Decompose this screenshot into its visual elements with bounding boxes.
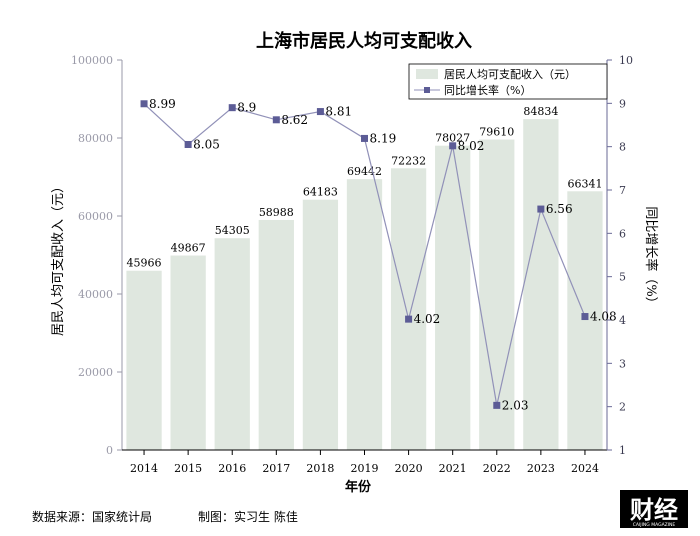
legend-bar-swatch <box>416 69 438 79</box>
bar-2015 <box>170 255 206 450</box>
legend-line-label: 同比增长率（%） <box>444 83 531 97</box>
y2-tick-label-3: 3 <box>619 357 626 370</box>
logo-text: 财经 <box>630 496 678 524</box>
bar-value-label-2022: 79610 <box>479 126 514 139</box>
y-tick-label-60000: 60000 <box>78 210 113 223</box>
y-tick-label-100000: 100000 <box>71 54 113 67</box>
bar-value-label-2014: 45966 <box>127 257 162 270</box>
chart-title: 上海市居民人均可支配收入 <box>256 30 472 52</box>
x-tick-label-2017: 2017 <box>262 462 290 475</box>
bars-layer: 45966 49867 54305 58988 64183 69442 72232 78027… <box>126 105 603 451</box>
x-tick-label-2019: 2019 <box>351 462 379 475</box>
bar-2019 <box>346 179 383 450</box>
y2-tick-label-1: 1 <box>619 444 626 457</box>
legend-box <box>408 63 608 100</box>
logo-subtext: CAIJING MAGAZINE <box>633 522 676 528</box>
growth-value-label-2017: 8.62 <box>281 113 308 127</box>
line-layer: 8.99 8.05 8.9 8.62 8.81 8.19 4.02 8.02 2.03 6.56 4… <box>140 97 617 412</box>
caijing-logo: 财经 CAIJING MAGAZINE <box>620 490 688 528</box>
logo-background <box>620 490 688 528</box>
y-tick-label-20000: 20000 <box>78 366 113 379</box>
growth-value-label-2020: 4.02 <box>414 312 441 326</box>
legend-bar-label: 居民人均可支配收入（元） <box>444 67 576 81</box>
y2-tick-label-10: 10 <box>619 54 633 67</box>
bar-2023 <box>523 119 559 450</box>
growth-point-2014 <box>140 100 148 108</box>
x-axis-title: 年份 <box>345 479 372 495</box>
bar-value-label-2023: 84834 <box>523 105 558 118</box>
growth-point-2022 <box>493 401 501 409</box>
x-tick-label-2018: 2018 <box>306 462 334 475</box>
bar-2020 <box>390 168 427 450</box>
growth-point-2020 <box>405 315 413 323</box>
y2-tick-label-8: 8 <box>619 141 626 154</box>
bar-2014 <box>126 270 162 450</box>
x-tick-label-2022: 2022 <box>483 462 511 475</box>
x-tick-label-2014: 2014 <box>130 462 158 475</box>
bar-value-label-2020: 72232 <box>391 154 426 167</box>
growth-point-2018 <box>316 108 324 116</box>
bar-value-label-2016: 54305 <box>215 224 250 237</box>
y2-tick-label-7: 7 <box>619 184 626 197</box>
bar-2021 <box>435 145 471 450</box>
bar-2016 <box>214 238 250 450</box>
y-tick-label-80000: 80000 <box>78 132 113 145</box>
x-tick-label-2020: 2020 <box>395 462 423 475</box>
growth-value-label-2016: 8.9 <box>237 101 256 115</box>
bar-value-label-2024: 66341 <box>567 177 602 190</box>
growth-point-2016 <box>228 104 236 112</box>
growth-value-label-2018: 8.81 <box>325 105 352 119</box>
x-tick-label-2023: 2023 <box>527 462 555 475</box>
growth-point-2019 <box>361 134 368 142</box>
growth-point-2015 <box>184 141 192 148</box>
x-tick-label-2021: 2021 <box>439 462 467 475</box>
growth-value-label-2021: 8.02 <box>458 139 485 153</box>
source-note: 数据来源：国家统计局 <box>32 509 152 524</box>
y2-tick-label-4: 4 <box>619 314 626 327</box>
x-tick-label-2024: 2024 <box>571 462 599 475</box>
growth-point-2021 <box>449 142 457 150</box>
growth-point-2023 <box>537 205 545 213</box>
y2-axis-title: 同比增长率（%） <box>643 206 659 309</box>
growth-value-label-2024: 4.08 <box>590 310 617 324</box>
credit-note: 制图：实习生 陈佳 <box>198 509 298 524</box>
growth-value-label-2014: 8.99 <box>149 97 176 111</box>
x-tick-label-2015: 2015 <box>174 462 202 475</box>
y2-tick-label-9: 9 <box>619 97 626 110</box>
growth-value-label-2023: 6.56 <box>546 202 573 216</box>
bar-2024 <box>567 191 603 451</box>
bar-value-label-2019: 69442 <box>347 165 382 178</box>
y2-tick-label-5: 5 <box>619 271 626 284</box>
legend-marker-swatch <box>424 87 430 93</box>
y-axis-title: 居民人均可支配收入（元） <box>51 180 66 336</box>
y2-tick-label-6: 6 <box>619 227 626 240</box>
axes-layer: 0 20000 40000 60000 80000 100000 1 2 3 4 5 6 7 8 9 10 20… <box>71 54 633 475</box>
x-tick-label-2016: 2016 <box>218 462 246 475</box>
bar-value-label-2018: 64183 <box>303 186 338 199</box>
growth-point-2024 <box>581 313 589 321</box>
growth-point-2017 <box>272 116 280 124</box>
growth-value-label-2015: 8.05 <box>193 138 220 152</box>
y-tick-label-40000: 40000 <box>78 288 113 301</box>
bar-value-label-2015: 49867 <box>171 242 206 255</box>
bar-value-label-2021: 78027 <box>435 132 470 145</box>
y2-tick-label-2: 2 <box>619 401 626 414</box>
bar-2017 <box>258 219 294 450</box>
bar-2018 <box>302 199 339 450</box>
growth-value-label-2019: 8.19 <box>370 131 397 145</box>
bar-2022 <box>479 139 515 450</box>
growth-value-label-2022: 2.03 <box>502 398 529 412</box>
bar-value-label-2017: 58988 <box>259 206 294 219</box>
legend: 居民人均可支配收入（元） 同比增长率（%） <box>408 63 608 100</box>
y-tick-label-0: 0 <box>106 444 113 457</box>
